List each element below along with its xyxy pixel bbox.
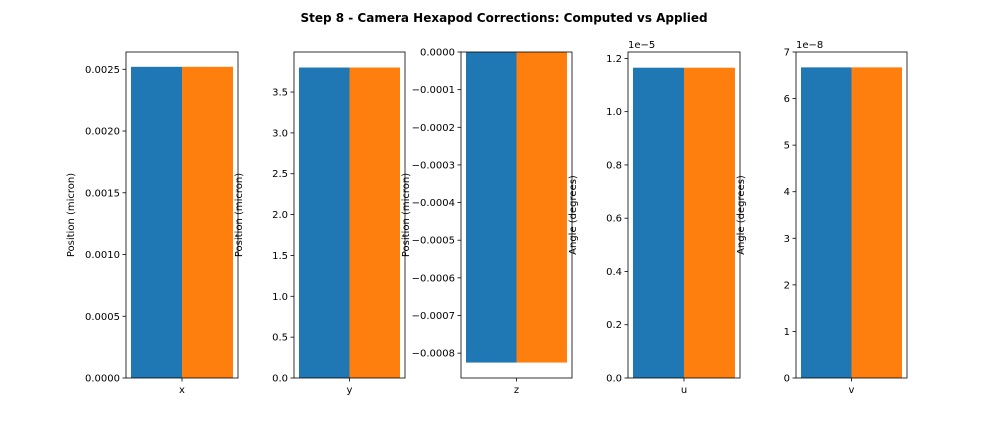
- subplot-1-ytick-label-5: 0.0020: [85, 127, 120, 138]
- subplot-1-bar-series-1: [131, 66, 182, 379]
- subplot-5-ytick-label-7: 6: [784, 94, 790, 105]
- subplot-4-bar-series-2: [684, 67, 735, 378]
- subplot-5-ylabel: Angle (degrees): [736, 175, 747, 255]
- subplot-2-ytick-label-3: 1.0: [272, 292, 288, 303]
- subplot-2-ylabel: Position (micron): [234, 173, 245, 257]
- subplot-5-ytick-label-8: 7: [784, 48, 790, 59]
- subplot-5-ytick-label-1: 0: [784, 374, 790, 385]
- subplot-3-ytick-label-4: −0.0003: [412, 160, 455, 171]
- subplot-5-ytick-label-2: 1: [784, 327, 790, 338]
- subplot-4-xtick-label: u: [681, 385, 687, 396]
- subplot-3-ytick-label-5: −0.0004: [412, 198, 455, 209]
- subplot-4-ytick-label-1: 0.0: [606, 374, 622, 385]
- subplot-1-ytick-label-1: 0.0000: [85, 374, 120, 385]
- subplot-5-ytick-label-5: 4: [784, 187, 790, 198]
- subplot-4-ylabel: Angle (degrees): [568, 175, 579, 255]
- subplot-3-bar-series-2: [516, 52, 567, 363]
- subplot-3-ytick-label-6: −0.0005: [412, 236, 455, 247]
- subplot-2-ytick-label-8: 3.5: [272, 88, 288, 99]
- subplot-4-ytick-label-4: 0.6: [606, 214, 622, 225]
- subplot-2-xtick-label: y: [347, 385, 353, 396]
- subplot-1-ylabel: Position (micron): [66, 173, 77, 257]
- subplot-1-xtick-label: x: [179, 385, 185, 396]
- subplot-4-ytick-label-6: 1.0: [606, 107, 622, 118]
- subplot-3-ylabel: Position (micron): [401, 173, 412, 257]
- subplot-5-bar-series-1: [801, 67, 852, 379]
- subplot-5-ytick-label-4: 3: [784, 234, 790, 245]
- subplot-3-ytick-label-7: −0.0006: [412, 273, 455, 284]
- subplot-1-ytick-label-3: 0.0010: [85, 250, 120, 261]
- subplot-3-ytick-label-8: −0.0007: [412, 311, 455, 322]
- subplot-2-bar-series-1: [299, 67, 350, 379]
- subplot-3-xtick-label: z: [514, 385, 519, 396]
- subplot-5-xtick-label: v: [849, 385, 855, 396]
- chart-title: Step 8 - Camera Hexapod Corrections: Com…: [300, 11, 707, 25]
- subplot-5-ytick-label-3: 2: [784, 280, 790, 291]
- subplot-3-ytick-label-2: −0.0001: [412, 85, 455, 96]
- subplot-5-bar-series-2: [851, 67, 902, 379]
- subplot-4-bar-series-1: [633, 67, 684, 378]
- subplot-1-ytick-label-2: 0.0005: [85, 312, 120, 323]
- subplot-5-ytick-label-6: 5: [784, 141, 790, 152]
- subplot-2-ytick-label-2: 0.5: [272, 333, 288, 344]
- subplot-3-ytick-label-1: 0.0000: [420, 48, 455, 59]
- subplot-2-ytick-label-4: 1.5: [272, 251, 288, 262]
- subplot-1-bar-series-2: [182, 66, 233, 379]
- subplot-3-bar-series-1: [466, 52, 517, 363]
- subplot-3-ytick-label-9: −0.0008: [412, 349, 455, 360]
- subplot-2-ytick-label-1: 0.0: [272, 374, 288, 385]
- subplot-2-ytick-label-6: 2.5: [272, 169, 288, 180]
- subplot-4-offset-text: 1e−5: [628, 40, 655, 51]
- subplot-4-ytick-label-7: 1.2: [606, 54, 622, 65]
- subplot-2-bar-series-2: [349, 67, 400, 379]
- subplot-1-ytick-label-6: 0.0025: [85, 65, 120, 76]
- subplot-3-ytick-label-3: −0.0002: [412, 123, 455, 134]
- subplot-4-ytick-label-3: 0.4: [606, 267, 622, 278]
- subplot-2-ytick-label-5: 2.0: [272, 210, 288, 221]
- subplot-1-ytick-label-4: 0.0015: [85, 188, 120, 199]
- subplot-4-ytick-label-5: 0.8: [606, 160, 622, 171]
- subplot-4-ytick-label-2: 0.2: [606, 320, 622, 331]
- subplot-5-offset-text: 1e−8: [796, 40, 823, 51]
- subplot-2-ytick-label-7: 3.0: [272, 128, 288, 139]
